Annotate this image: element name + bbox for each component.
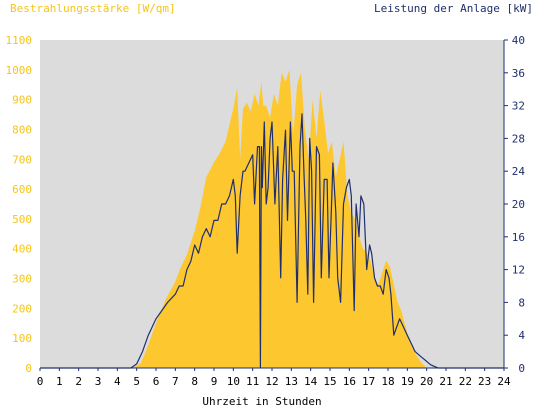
left-tick-label: 900 — [12, 94, 32, 107]
series-layer — [40, 69, 504, 369]
x-tick-label: 1 — [56, 375, 63, 388]
x-tick-label: 11 — [246, 375, 259, 388]
x-tick-label: 10 — [227, 375, 240, 388]
left-tick-label: 700 — [12, 153, 32, 166]
x-tick-label: 12 — [265, 375, 278, 388]
x-tick-label: 22 — [459, 375, 472, 388]
right-tick-label: 32 — [512, 100, 525, 113]
left-tick-label: 0 — [25, 362, 32, 375]
left-tick-label: 200 — [12, 302, 32, 315]
power-line — [40, 113, 504, 369]
right-tick-labels: 0 4 8 12 16 20 24 28 32 36 40 — [504, 34, 525, 375]
x-tick-label: 2 — [75, 375, 82, 388]
right-tick-label: 36 — [512, 67, 525, 80]
x-tick-label: 18 — [381, 375, 394, 388]
x-tick-label: 19 — [401, 375, 414, 388]
x-axis-title: Uhrzeit in Stunden — [202, 395, 321, 408]
x-tick-label: 20 — [420, 375, 433, 388]
x-tick-label: 8 — [191, 375, 198, 388]
x-tick-label: 21 — [439, 375, 452, 388]
right-tick-label: 16 — [512, 231, 525, 244]
x-tick-label: 15 — [323, 375, 336, 388]
x-tick-label: 23 — [478, 375, 491, 388]
right-tick-label: 24 — [512, 165, 526, 178]
left-tick-label: 400 — [12, 243, 32, 256]
x-tick-label: 7 — [172, 375, 179, 388]
x-tick-label: 6 — [153, 375, 160, 388]
right-tick-label: 12 — [512, 264, 525, 277]
left-tick-label: 1000 — [6, 64, 33, 77]
right-tick-label: 8 — [518, 296, 525, 309]
left-tick-labels: 0 100 200 300 400 500 600 700 800 900 1000 1100 — [6, 34, 33, 375]
x-tick-label: 5 — [133, 375, 140, 388]
right-tick-label: 20 — [512, 198, 525, 211]
right-tick-label: 40 — [512, 34, 525, 47]
irradiance-area — [40, 69, 504, 369]
left-tick-label: 1100 — [6, 34, 33, 47]
right-tick-label: 0 — [518, 362, 525, 375]
x-tick-label: 4 — [114, 375, 121, 388]
x-tick-label: 9 — [211, 375, 218, 388]
left-tick-label: 600 — [12, 183, 32, 196]
left-tick-label: 500 — [12, 213, 32, 226]
x-tick-label: 14 — [304, 375, 318, 388]
left-tick-label: 300 — [12, 273, 32, 286]
right-tick-label: 28 — [512, 132, 525, 145]
x-tick-label: 17 — [362, 375, 375, 388]
x-tick-label: 13 — [285, 375, 298, 388]
x-tick-label: 16 — [343, 375, 356, 388]
right-tick-label: 4 — [518, 329, 525, 342]
left-tick-label: 100 — [12, 332, 32, 345]
left-tick-label: 800 — [12, 123, 32, 136]
x-tick-label: 24 — [497, 375, 511, 388]
x-tick-labels: 0 1 2 3 4 5 6 7 8 9 10 11 12 13 14 15 16 17 18 19 20 21 22 23 24 — [37, 368, 511, 388]
x-tick-label: 3 — [95, 375, 102, 388]
left-axis-title: Bestrahlungsstärke [W/qm] — [10, 2, 176, 15]
x-tick-label: 0 — [37, 375, 44, 388]
right-axis-title: Leistung der Anlage [kW] — [374, 2, 533, 15]
